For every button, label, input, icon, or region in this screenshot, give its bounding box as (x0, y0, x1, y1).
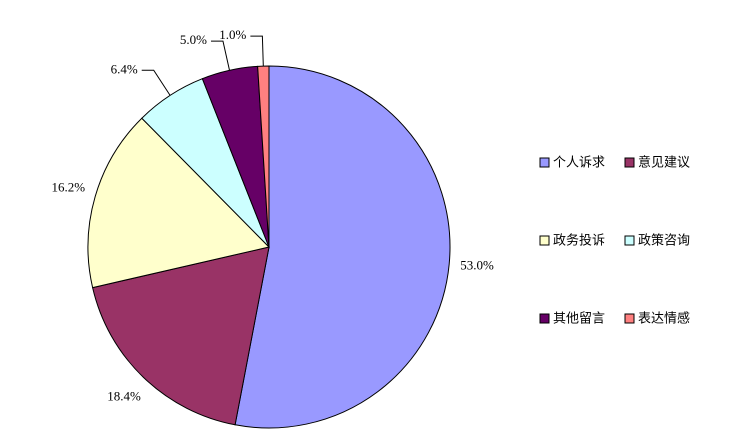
data-label: 18.4% (107, 389, 141, 404)
legend-swatch (624, 157, 635, 168)
legend-label: 其他留言 (553, 312, 605, 327)
legend-swatch (539, 313, 550, 324)
data-label: 16.2% (52, 180, 86, 195)
legend-label: 政策咨询 (638, 233, 690, 249)
leader-line (141, 69, 171, 96)
data-label: 5.0% (180, 32, 207, 47)
pie-slice (257, 65, 270, 248)
leader-line (210, 40, 231, 71)
data-label: 1.0% (219, 27, 246, 42)
legend-swatch (624, 313, 635, 324)
legend-label: 意见建议 (638, 155, 690, 171)
data-label: 6.4% (111, 61, 138, 76)
legend-label: 政务投诉 (553, 233, 605, 249)
data-label: 53.0% (460, 258, 494, 273)
pie-slice (234, 65, 451, 429)
legend-label: 个人诉求 (553, 156, 605, 171)
leader-line (250, 35, 264, 67)
pie-slice (92, 246, 270, 426)
legend-swatch (539, 157, 550, 168)
legend-swatch (624, 235, 635, 246)
legend-label: 表达情感 (638, 311, 690, 327)
legend-swatch (539, 235, 550, 246)
pie-slice (87, 117, 270, 289)
